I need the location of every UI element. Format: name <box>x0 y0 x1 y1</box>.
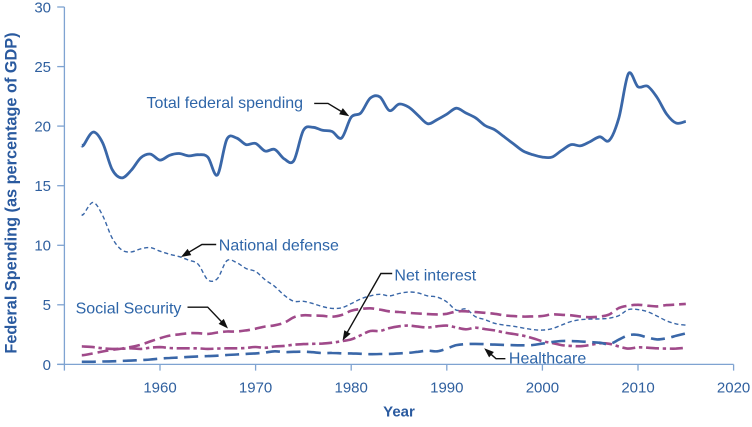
svg-text:1960: 1960 <box>143 379 176 396</box>
svg-text:5: 5 <box>43 297 51 314</box>
svg-text:20: 20 <box>34 119 51 136</box>
svg-text:15: 15 <box>34 178 51 195</box>
svg-text:30: 30 <box>34 0 51 16</box>
svg-text:Healthcare: Healthcare <box>509 350 586 367</box>
svg-text:2020: 2020 <box>717 379 750 396</box>
svg-text:2010: 2010 <box>621 379 654 396</box>
svg-text:10: 10 <box>34 238 51 255</box>
svg-text:Year: Year <box>383 404 415 421</box>
svg-text:Total federal spending: Total federal spending <box>147 95 304 112</box>
svg-text:25: 25 <box>34 59 51 76</box>
svg-text:National defense: National defense <box>219 238 339 255</box>
svg-text:Federal Spending (as percentag: Federal Spending (as percentage of GDP) <box>3 32 21 353</box>
svg-text:Net interest: Net interest <box>394 267 476 284</box>
svg-text:1980: 1980 <box>335 379 368 396</box>
svg-text:Social Security: Social Security <box>76 300 182 317</box>
svg-text:1970: 1970 <box>239 379 272 396</box>
svg-text:1990: 1990 <box>430 379 463 396</box>
svg-text:2000: 2000 <box>526 379 559 396</box>
svg-text:0: 0 <box>43 357 51 374</box>
